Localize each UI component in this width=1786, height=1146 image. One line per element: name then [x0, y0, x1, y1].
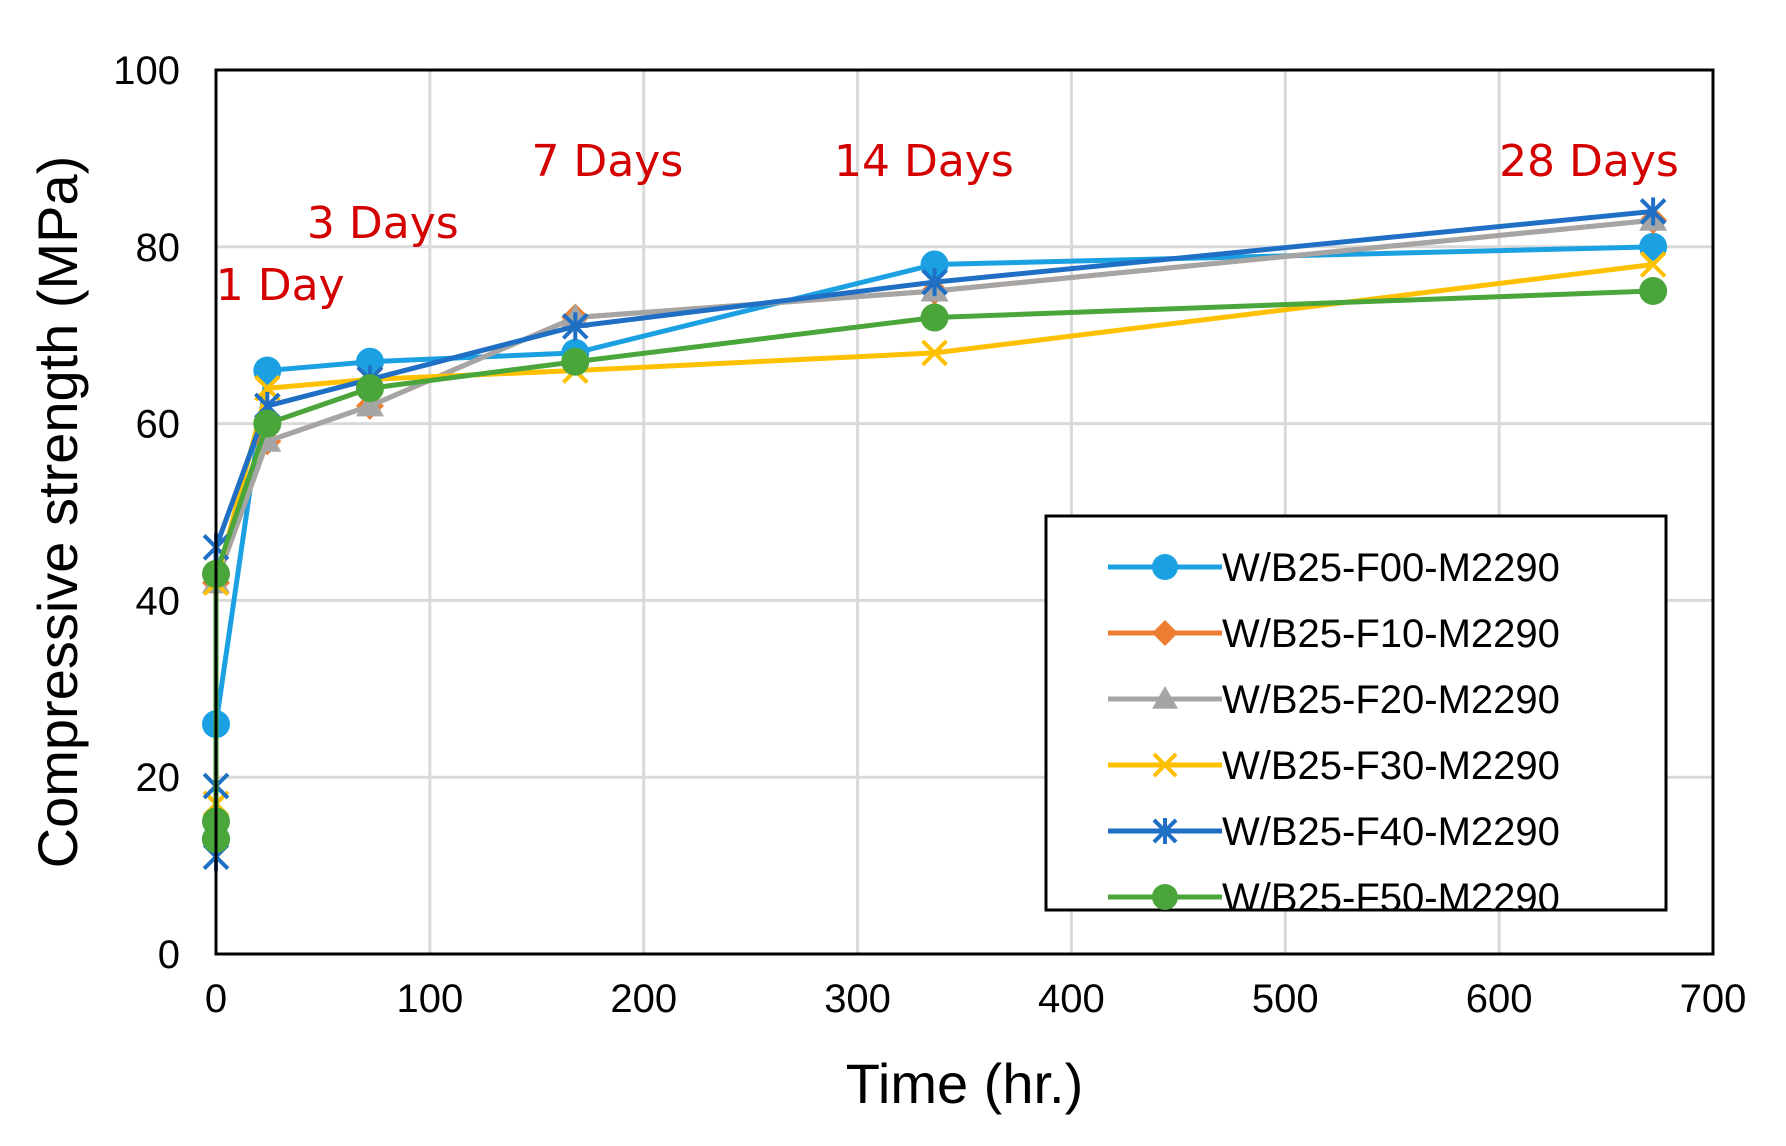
y-tick-label: 80 — [136, 226, 181, 270]
legend-box — [1044, 514, 1668, 912]
annotation-label: 3 Days — [307, 198, 459, 249]
data-point-stroke — [921, 339, 948, 367]
x-tick-label: 700 — [1680, 977, 1747, 1021]
y-tick-label: 40 — [136, 579, 181, 623]
data-point — [1152, 884, 1178, 910]
x-tick-label: 500 — [1252, 977, 1319, 1021]
legend-item: W/B25-F50-M2290 — [1108, 876, 1560, 920]
data-point-stroke — [1639, 251, 1667, 278]
legend-item: W/B25-F10-M2290 — [1108, 612, 1560, 656]
x-tick-label: 100 — [396, 977, 463, 1021]
legend: W/B25-F00-M2290 W/B25-F10-M2290 W/B25-F20-… — [1044, 514, 1668, 920]
data-point — [1152, 752, 1178, 778]
y-tick-label: 60 — [136, 403, 181, 447]
legend-item: W/B25-F40-M2290 — [1108, 810, 1560, 854]
legend-label: W/B25-F30-M2290 — [1222, 744, 1560, 788]
data-point — [1152, 686, 1178, 709]
data-point — [253, 409, 282, 438]
data-point — [1639, 277, 1668, 305]
data-point — [561, 312, 589, 341]
legend-item: W/B25-F30-M2290 — [1108, 744, 1560, 788]
legend-label: W/B25-F00-M2290 — [1222, 546, 1560, 590]
data-point — [355, 374, 384, 403]
data-point — [355, 347, 384, 376]
annotation-label: 14 Days — [834, 136, 1014, 187]
y-tick-label: 100 — [113, 49, 180, 93]
x-axis-title: Time (hr.) — [846, 1052, 1083, 1115]
legend-label: W/B25-F10-M2290 — [1222, 612, 1560, 656]
data-point — [253, 356, 282, 385]
legend-label: W/B25-F50-M2290 — [1222, 876, 1560, 920]
data-point-stroke — [1152, 752, 1178, 778]
annotation-label: 28 Days — [1499, 136, 1679, 187]
legend-item: W/B25-F20-M2290 — [1108, 678, 1560, 722]
x-tick-label: 200 — [610, 977, 677, 1021]
annotations: 1 Day 3 Days 7 Days 14 Days 28 Days — [216, 136, 1679, 311]
data-point — [1639, 232, 1668, 261]
x-tick-label: 300 — [824, 977, 891, 1021]
x-tick-label: 600 — [1466, 977, 1533, 1021]
data-point — [1639, 251, 1667, 278]
data-point — [920, 303, 949, 332]
legend-item: W/B25-F00-M2290 — [1108, 546, 1560, 590]
plot-area-border — [214, 68, 1715, 956]
y-axis-title: Compressive strength (MPa) — [26, 156, 89, 869]
data-point — [561, 347, 590, 376]
data-point — [921, 339, 948, 367]
y-tick-label: 20 — [136, 756, 181, 800]
data-point — [355, 391, 384, 417]
annotation-label: 1 Day — [216, 260, 345, 311]
legend-label: W/B25-F40-M2290 — [1222, 810, 1560, 854]
tick-labels: 0 100 200 300 400 500 600 700 0 20 40 60 80 100 — [113, 49, 1746, 1021]
data-point — [1639, 197, 1667, 226]
annotation-label: 7 Days — [531, 136, 683, 187]
x-tick-label: 400 — [1038, 977, 1105, 1021]
y-tick-label: 0 — [158, 933, 180, 977]
data-point — [1152, 620, 1178, 646]
legend-label: W/B25-F20-M2290 — [1222, 678, 1560, 722]
data-point — [1152, 818, 1178, 844]
x-tick-label: 0 — [205, 977, 227, 1021]
data-point — [921, 268, 948, 297]
data-point — [1152, 554, 1178, 580]
data-point — [920, 250, 949, 279]
